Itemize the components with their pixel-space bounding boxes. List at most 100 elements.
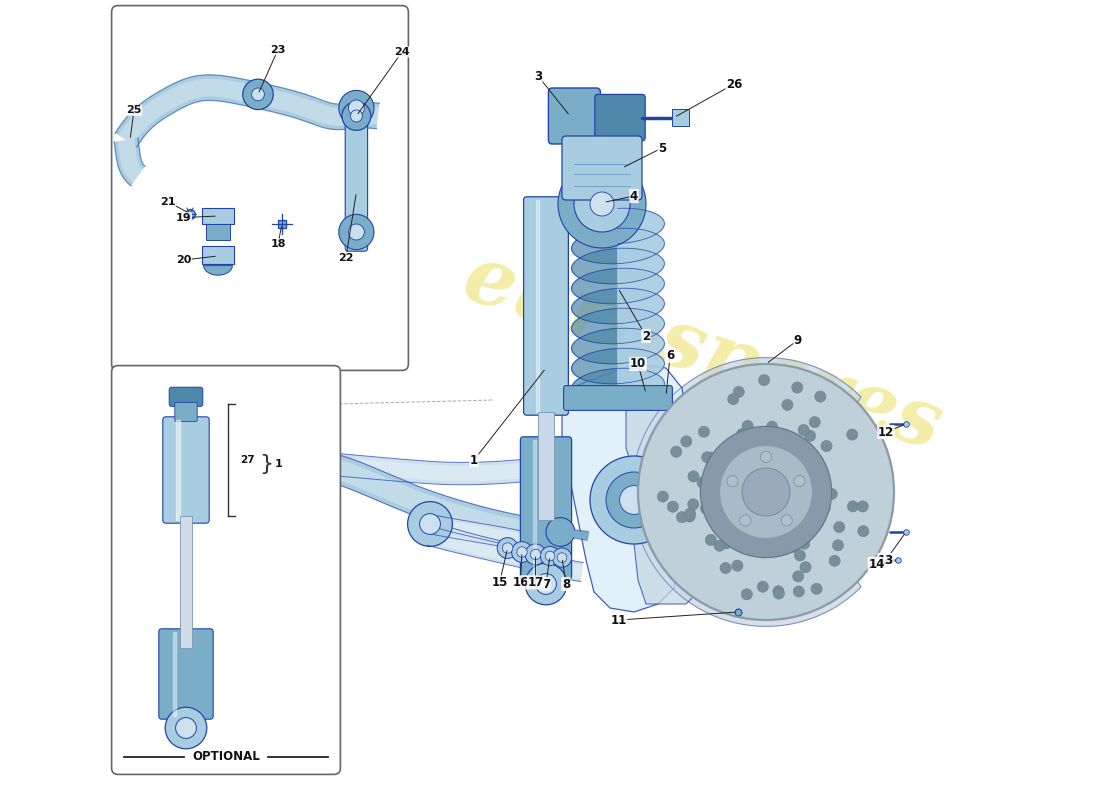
Circle shape: [339, 214, 374, 250]
Circle shape: [714, 540, 725, 551]
Text: 11: 11: [610, 614, 627, 626]
Circle shape: [821, 490, 832, 501]
Polygon shape: [618, 368, 664, 403]
Polygon shape: [329, 456, 543, 482]
Circle shape: [676, 511, 688, 522]
Circle shape: [606, 472, 662, 528]
Text: 16: 16: [513, 576, 529, 589]
Circle shape: [811, 583, 822, 594]
Circle shape: [857, 501, 868, 512]
FancyBboxPatch shape: [169, 387, 202, 406]
Circle shape: [688, 470, 700, 482]
Polygon shape: [428, 530, 583, 578]
Circle shape: [590, 456, 678, 544]
Text: }: }: [258, 454, 273, 474]
Circle shape: [540, 546, 560, 566]
Circle shape: [858, 526, 869, 537]
Text: 8: 8: [562, 578, 570, 590]
Circle shape: [767, 421, 778, 432]
FancyBboxPatch shape: [345, 113, 367, 251]
Circle shape: [497, 538, 518, 558]
Circle shape: [739, 515, 751, 526]
Text: 25: 25: [126, 106, 142, 115]
Polygon shape: [536, 200, 539, 412]
Circle shape: [720, 562, 732, 574]
Polygon shape: [572, 208, 618, 244]
Circle shape: [757, 581, 769, 592]
Circle shape: [176, 718, 197, 738]
Polygon shape: [176, 420, 179, 520]
Circle shape: [590, 192, 614, 216]
FancyBboxPatch shape: [672, 109, 690, 126]
Circle shape: [742, 468, 790, 516]
FancyBboxPatch shape: [111, 6, 408, 370]
Circle shape: [684, 511, 695, 522]
Circle shape: [720, 538, 732, 549]
Circle shape: [728, 394, 739, 405]
Circle shape: [773, 586, 784, 597]
Polygon shape: [206, 224, 230, 240]
Circle shape: [705, 534, 716, 546]
Circle shape: [773, 588, 784, 599]
Text: 19: 19: [176, 213, 191, 222]
Ellipse shape: [243, 79, 273, 110]
Circle shape: [742, 426, 754, 438]
FancyBboxPatch shape: [111, 366, 340, 774]
Polygon shape: [428, 514, 570, 562]
Polygon shape: [618, 308, 664, 344]
Circle shape: [701, 502, 712, 514]
Polygon shape: [626, 396, 710, 604]
Text: 9: 9: [794, 334, 802, 346]
Circle shape: [826, 488, 837, 499]
Circle shape: [658, 491, 669, 502]
Text: 22: 22: [339, 253, 354, 262]
Text: 12: 12: [878, 426, 894, 438]
FancyBboxPatch shape: [549, 88, 601, 144]
Circle shape: [782, 399, 793, 410]
Circle shape: [793, 570, 804, 582]
Circle shape: [794, 475, 805, 486]
Circle shape: [684, 508, 695, 519]
Circle shape: [349, 100, 364, 116]
FancyBboxPatch shape: [538, 412, 554, 520]
Text: 2: 2: [642, 330, 650, 342]
Circle shape: [732, 560, 742, 571]
Circle shape: [688, 498, 698, 510]
Circle shape: [558, 160, 646, 248]
FancyBboxPatch shape: [520, 437, 572, 579]
Polygon shape: [429, 518, 570, 558]
Text: 23: 23: [271, 45, 286, 54]
Text: 1: 1: [275, 459, 283, 469]
Polygon shape: [572, 308, 618, 344]
Circle shape: [574, 176, 630, 232]
Text: 1: 1: [470, 454, 478, 466]
Polygon shape: [534, 440, 537, 576]
FancyBboxPatch shape: [524, 197, 569, 415]
Polygon shape: [116, 75, 380, 146]
Circle shape: [638, 364, 894, 620]
Circle shape: [619, 486, 648, 514]
Text: 4: 4: [630, 190, 638, 202]
Ellipse shape: [252, 88, 264, 101]
FancyBboxPatch shape: [562, 136, 642, 200]
Polygon shape: [329, 458, 547, 542]
Polygon shape: [618, 288, 664, 324]
Polygon shape: [618, 268, 664, 304]
Circle shape: [530, 549, 541, 560]
Circle shape: [165, 707, 207, 749]
Circle shape: [681, 436, 692, 447]
Text: 13: 13: [878, 554, 894, 566]
Circle shape: [798, 425, 810, 436]
Text: 14: 14: [868, 558, 884, 570]
Circle shape: [408, 502, 452, 546]
Polygon shape: [572, 248, 618, 284]
Circle shape: [810, 417, 821, 428]
Circle shape: [820, 502, 830, 514]
Text: 5: 5: [658, 142, 667, 154]
Polygon shape: [538, 530, 563, 571]
Polygon shape: [618, 348, 664, 384]
Circle shape: [552, 548, 572, 567]
Circle shape: [793, 586, 804, 597]
Circle shape: [742, 420, 754, 431]
Text: eurospares: eurospares: [453, 238, 952, 466]
